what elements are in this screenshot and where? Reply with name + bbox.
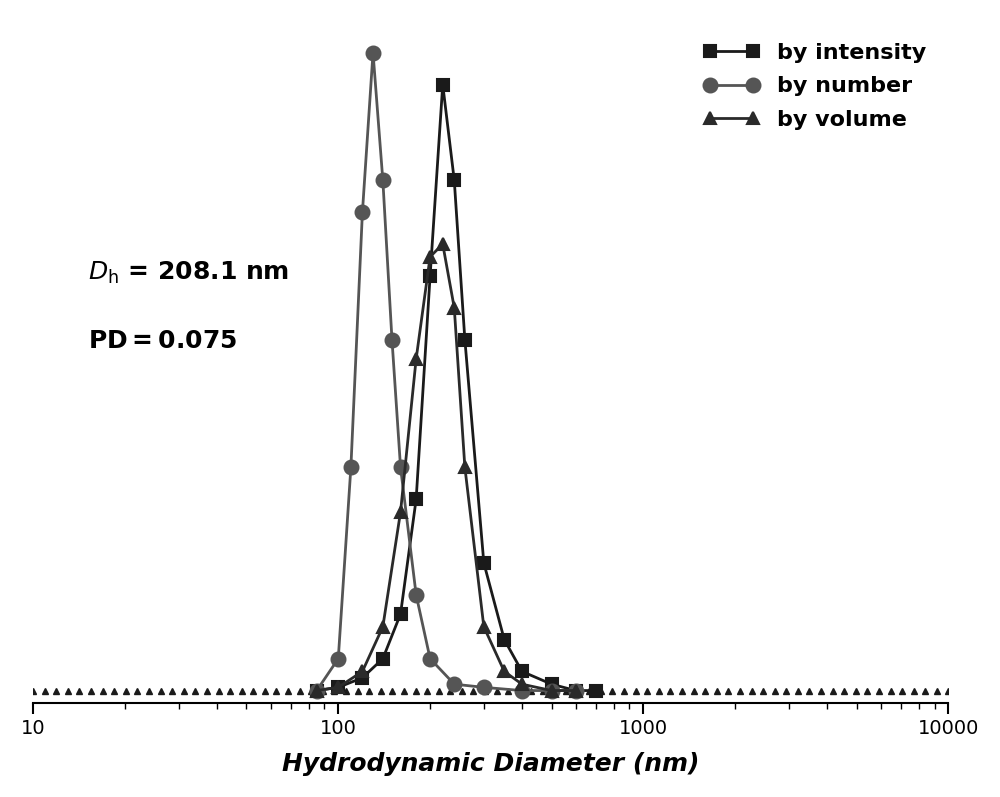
Line: by number: by number bbox=[310, 45, 583, 697]
by intensity bbox=[332, 682, 344, 692]
by volume bbox=[356, 666, 368, 676]
by intensity bbox=[478, 558, 490, 567]
by intensity bbox=[437, 80, 449, 89]
by intensity bbox=[410, 494, 422, 504]
by intensity bbox=[448, 175, 460, 185]
by volume bbox=[395, 507, 407, 516]
by intensity bbox=[395, 609, 407, 618]
by volume bbox=[410, 354, 422, 363]
by number bbox=[367, 48, 379, 57]
by intensity bbox=[459, 335, 471, 344]
by volume bbox=[570, 685, 582, 695]
by number bbox=[356, 207, 368, 217]
by volume bbox=[332, 682, 344, 692]
X-axis label: Hydrodynamic Diameter (nm): Hydrodynamic Diameter (nm) bbox=[282, 752, 700, 776]
by number bbox=[478, 682, 490, 692]
by volume bbox=[424, 252, 436, 261]
by number bbox=[424, 654, 436, 663]
by number bbox=[516, 685, 528, 695]
by number bbox=[546, 685, 558, 695]
by intensity bbox=[424, 271, 436, 281]
by number bbox=[570, 685, 582, 695]
by intensity bbox=[311, 685, 323, 695]
by intensity bbox=[590, 685, 602, 695]
by number bbox=[377, 175, 389, 185]
by intensity bbox=[498, 634, 510, 644]
by number bbox=[332, 654, 344, 663]
by volume bbox=[377, 622, 389, 631]
by volume bbox=[437, 239, 449, 249]
by intensity bbox=[546, 679, 558, 689]
by number bbox=[345, 462, 357, 472]
Text: $\boldsymbol{D_{\rm h}}$ = 208.1 nm: $\boldsymbol{D_{\rm h}}$ = 208.1 nm bbox=[88, 260, 289, 286]
by volume bbox=[498, 666, 510, 676]
by number bbox=[311, 685, 323, 695]
by intensity bbox=[516, 666, 528, 676]
by volume bbox=[546, 685, 558, 695]
by number bbox=[386, 335, 398, 344]
Line: by intensity: by intensity bbox=[310, 78, 602, 697]
Legend: by intensity, by number, by volume: by intensity, by number, by volume bbox=[693, 32, 937, 141]
by intensity bbox=[377, 654, 389, 663]
by volume bbox=[311, 685, 323, 695]
by intensity bbox=[356, 673, 368, 682]
by intensity bbox=[570, 685, 582, 695]
by volume bbox=[516, 679, 528, 689]
by number bbox=[448, 679, 460, 689]
by number bbox=[410, 590, 422, 599]
by volume bbox=[478, 622, 490, 631]
by volume bbox=[448, 303, 460, 312]
Text: $\mathbf{PD = 0.075}$: $\mathbf{PD = 0.075}$ bbox=[88, 329, 237, 353]
by volume bbox=[459, 462, 471, 472]
by number bbox=[395, 462, 407, 472]
Line: by volume: by volume bbox=[310, 238, 582, 697]
